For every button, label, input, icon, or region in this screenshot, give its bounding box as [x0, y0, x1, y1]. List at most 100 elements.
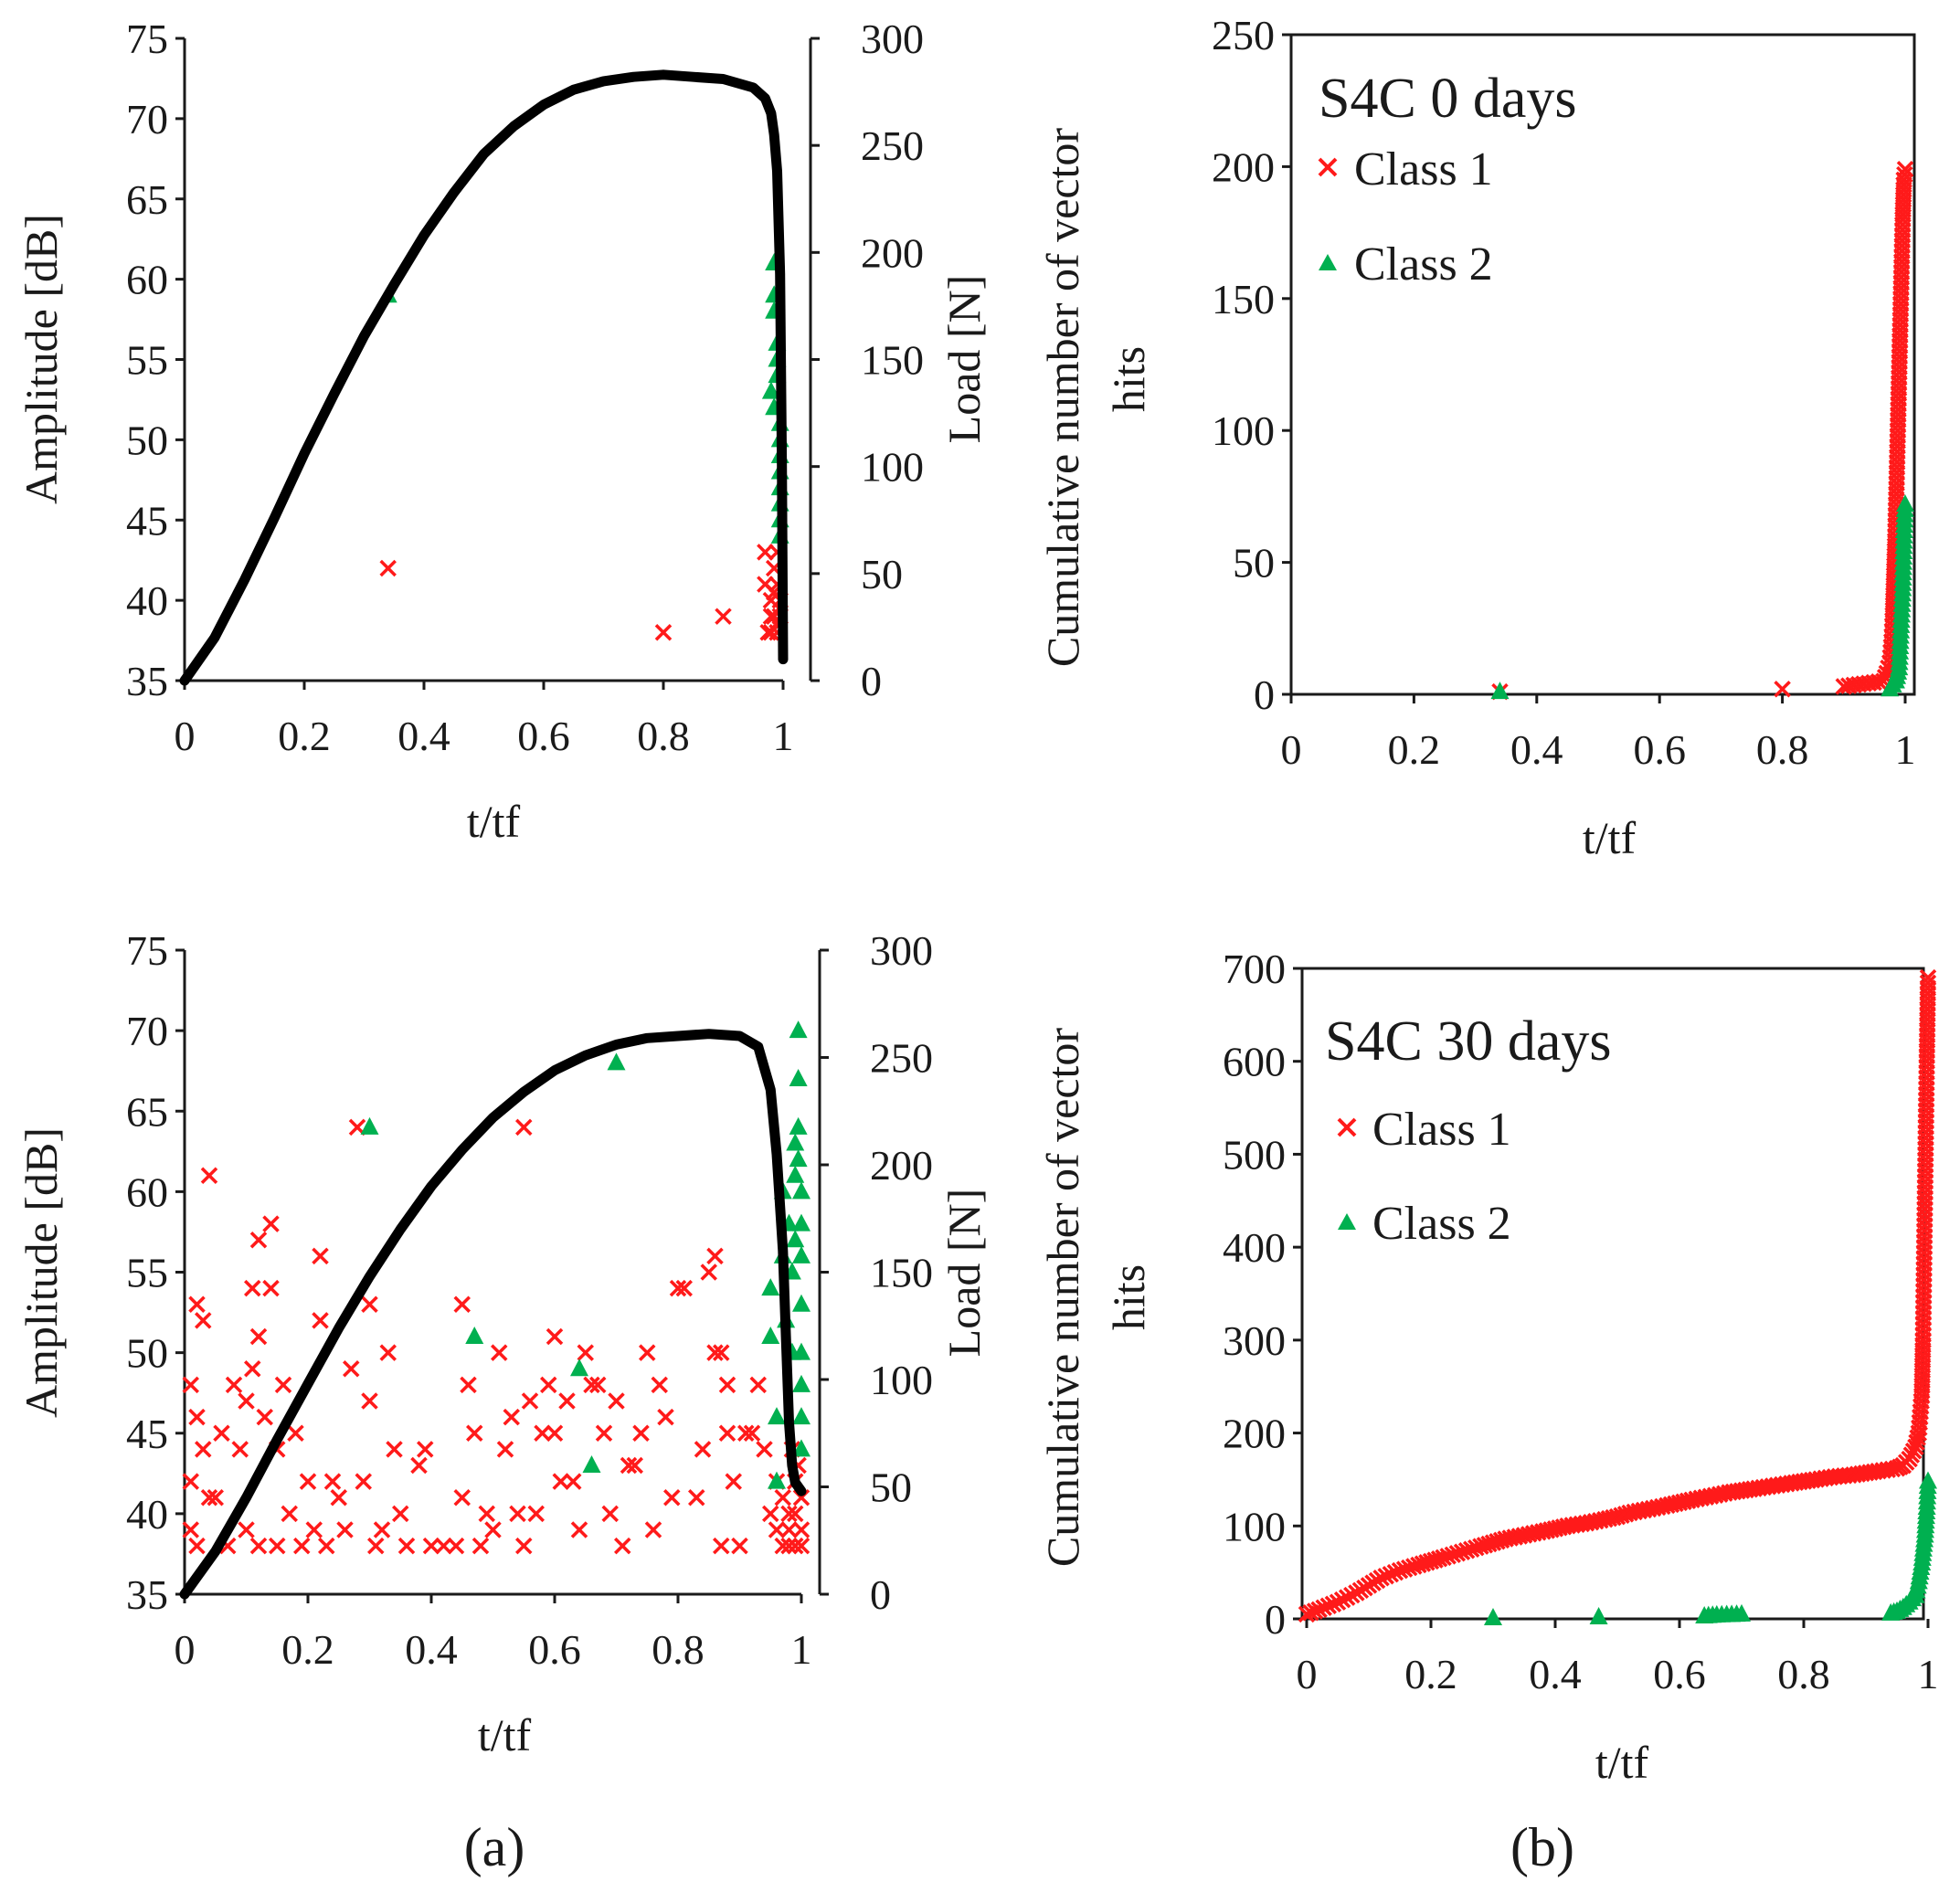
- class2-point: [768, 1471, 786, 1489]
- x-tick-label: 0: [175, 1626, 196, 1673]
- class1-point: [756, 1441, 773, 1458]
- class2-point: [761, 1327, 780, 1344]
- y-axis-title-line1: Cumulative number of vector: [1037, 128, 1088, 667]
- class2-point: [761, 1278, 780, 1296]
- class1-point: [435, 1537, 452, 1555]
- legend-class1-label: Class 1: [1354, 143, 1493, 196]
- class1-point: [669, 1279, 687, 1297]
- class1-point: [312, 1247, 329, 1265]
- y-ticks-left: 35 40 45 50 55 60 65 70 75: [126, 927, 185, 1618]
- class1-point: [694, 1441, 712, 1458]
- class1-point: [478, 1505, 495, 1523]
- y-tick-label: 300: [1223, 1317, 1286, 1364]
- class1-point: [780, 1537, 798, 1555]
- x-tick-label: 0.4: [1529, 1651, 1582, 1697]
- class1-point: [244, 1279, 261, 1297]
- class1-point: [1435, 1549, 1452, 1567]
- class1-point: [397, 1537, 416, 1555]
- class2-point: [792, 1374, 810, 1392]
- class1-point: [749, 1376, 767, 1394]
- y2-tick-label: 200: [870, 1142, 933, 1189]
- chart-b-top: 0 50 100 150 200 250 0 0.2 0.4 0.6 0.8 1 Cumulativ…: [1037, 12, 1916, 863]
- class1-point: [558, 1392, 576, 1410]
- class1-point: [496, 1441, 514, 1458]
- class1-point: [787, 1537, 804, 1555]
- chart-b-bottom: 0 100 200 300 400 500 600 700 0 0.2 0.4 0.6 0.8 1 Cu…: [1037, 946, 1939, 1788]
- x-ticks: 0 0.2 0.4 0.6 0.8 1: [175, 1594, 812, 1673]
- data-marks: [1298, 968, 1937, 1625]
- class1-point: [743, 1424, 761, 1442]
- x-tick-label: 1: [1918, 1651, 1939, 1697]
- x-tick-label: 0.6: [528, 1626, 581, 1673]
- class1-point: [725, 1473, 742, 1490]
- class1-point: [792, 1521, 810, 1538]
- class1-point: [299, 1473, 317, 1490]
- class1-point: [287, 1424, 304, 1442]
- class1-point: [509, 1505, 526, 1523]
- class1-point: [715, 608, 732, 625]
- legend-class2-icon: [1319, 254, 1337, 270]
- class1-point: [1444, 1546, 1462, 1564]
- class1-point: [503, 1408, 520, 1426]
- x-axis-title: t/tf: [467, 796, 521, 847]
- class1-point: [1400, 1559, 1418, 1577]
- class1-point: [262, 1279, 280, 1297]
- y-tick-label: 150: [1212, 276, 1275, 322]
- y-tick-label: 50: [126, 417, 168, 463]
- class1-point: [249, 1232, 268, 1249]
- class1-point: [632, 1424, 650, 1442]
- x-axis-title: t/tf: [1595, 1737, 1649, 1788]
- y2-tick-label: 150: [861, 337, 924, 384]
- x-tick-label: 0.2: [281, 1626, 334, 1673]
- class1-point: [330, 1489, 347, 1507]
- y2-tick-label: 0: [870, 1571, 891, 1618]
- class2-point: [761, 381, 780, 399]
- class1-point: [792, 1537, 810, 1555]
- legend-class1-label: Class 1: [1372, 1104, 1511, 1156]
- class2-point: [768, 1407, 786, 1425]
- class1-point: [392, 1505, 409, 1523]
- class1-point: [1391, 1561, 1409, 1580]
- y-axis-title-line2: hits: [1103, 346, 1154, 412]
- y2-axis-title: Load [N]: [938, 275, 990, 444]
- y2-tick-label: 150: [870, 1250, 933, 1296]
- x-tick-label: 0: [175, 713, 196, 759]
- x-tick-label: 0.4: [397, 713, 450, 759]
- class1-point: [453, 1489, 471, 1507]
- legend-title: S4C 0 days: [1319, 68, 1576, 130]
- class2-point: [1919, 1471, 1937, 1489]
- class2-point: [786, 1133, 805, 1151]
- class1-point: [774, 1489, 791, 1507]
- class1-point: [410, 1456, 428, 1475]
- panel-label-a: (a): [464, 1817, 525, 1877]
- class1-point: [521, 1392, 539, 1410]
- y2-tick-label: 250: [870, 1035, 933, 1082]
- class1-point: [577, 1344, 594, 1361]
- y-tick-label: 500: [1223, 1131, 1286, 1178]
- y-tick-label: 45: [126, 497, 168, 544]
- class1-point: [182, 1521, 199, 1538]
- y-tick-label: 50: [126, 1330, 168, 1377]
- class1-point: [1448, 1545, 1467, 1562]
- class1-point: [700, 1263, 717, 1281]
- class1-point: [787, 1505, 804, 1523]
- class2-point: [792, 1294, 810, 1312]
- panel-label-b: (b): [1510, 1817, 1574, 1877]
- class1-point: [281, 1505, 298, 1523]
- class1-point: [269, 1537, 286, 1555]
- class1-point: [274, 1376, 292, 1394]
- class2-point: [1484, 1607, 1502, 1625]
- class1-point: [1896, 165, 1913, 184]
- class1-point: [460, 1376, 477, 1394]
- x-ticks: 0 0.2 0.4 0.6 0.8 1: [1297, 1619, 1939, 1697]
- legend-class1-icon: [1337, 1117, 1357, 1137]
- class1-point: [1333, 1591, 1351, 1609]
- class1-point: [182, 1473, 199, 1490]
- class1-point: [386, 1441, 403, 1458]
- class2-point: [570, 1359, 588, 1377]
- class1-point: [238, 1392, 255, 1410]
- class1-point: [552, 1473, 569, 1490]
- class1-point: [422, 1537, 440, 1555]
